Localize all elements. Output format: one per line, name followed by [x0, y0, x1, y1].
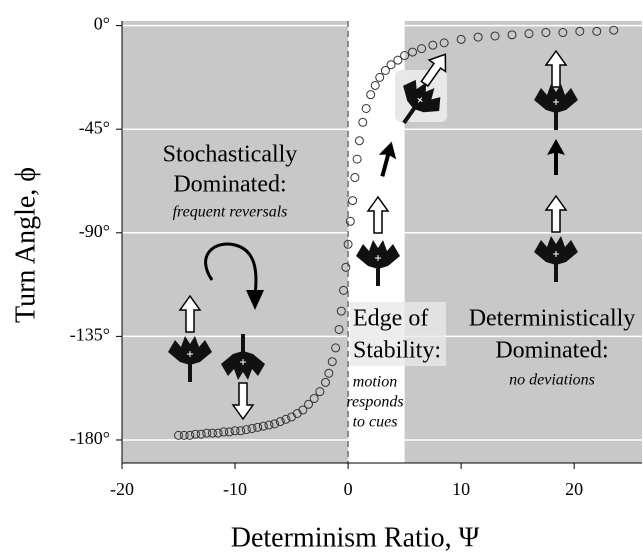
y-tick-label: -45° [79, 117, 110, 137]
y-axis-title: Turn Angle, ϕ [10, 167, 41, 323]
data-point [275, 417, 285, 427]
data-point [575, 26, 585, 36]
data-point [207, 428, 217, 438]
y-tick-label: 0° [94, 14, 110, 34]
data-point [320, 377, 330, 387]
x-axis-title: Determinism Ratio, Ψ [231, 522, 480, 553]
data-point [352, 154, 362, 164]
annotation-note: responds [346, 394, 403, 411]
data-point [354, 136, 364, 146]
points-layer [174, 25, 619, 440]
data-point [456, 34, 466, 44]
data-point [393, 55, 403, 65]
data-point [400, 51, 410, 61]
shaded-region [122, 21, 349, 463]
arrow-head [246, 290, 264, 310]
data-point [336, 306, 346, 316]
data-point [219, 427, 229, 437]
x-tick-label: -20 [110, 479, 134, 499]
data-point [315, 387, 325, 397]
data-point [324, 368, 334, 378]
data-point [490, 31, 500, 41]
data-point [334, 324, 344, 334]
data-point [524, 29, 534, 39]
y-tick-label: -135° [70, 325, 110, 345]
annotation: Stochastically [163, 142, 298, 168]
data-point [439, 38, 449, 48]
data-point [327, 357, 337, 367]
annotation-note: no deviations [509, 372, 595, 389]
data-point [558, 28, 568, 38]
annotation: Edge of [353, 306, 428, 332]
data-point [341, 262, 351, 272]
data-point [236, 426, 246, 436]
x-tick-label: 20 [565, 479, 583, 499]
icons [167, 47, 579, 420]
data-point [185, 430, 195, 440]
annotation: Deterministically [469, 306, 636, 332]
data-point [202, 428, 212, 438]
annotation: Dominated: [173, 172, 286, 198]
data-point [350, 173, 360, 183]
data-point [428, 40, 438, 50]
data-point [179, 430, 189, 440]
annotation-note: to cues [353, 414, 398, 431]
data-point [386, 60, 396, 70]
data-point [224, 427, 234, 437]
data-point [370, 80, 380, 90]
data-point [358, 117, 368, 127]
data-point [331, 343, 341, 353]
data-point [309, 394, 319, 404]
annotation: Dominated: [495, 338, 608, 364]
data-point [190, 429, 200, 439]
y-tick-label: -180° [70, 428, 110, 448]
annotation: Stability: [353, 338, 441, 364]
x-tick-label: 10 [452, 479, 470, 499]
data-point [304, 399, 314, 409]
data-point [339, 285, 349, 295]
data-point [264, 420, 274, 430]
curved-arrow [204, 242, 258, 296]
data-point [375, 72, 385, 82]
label-box [350, 302, 446, 366]
data-point [507, 30, 517, 40]
data-point [345, 216, 355, 226]
data-point [247, 423, 257, 433]
annotations: Stochastically Dominated: frequent rever… [163, 142, 636, 431]
annotation-note: frequent reversals [173, 204, 288, 221]
data-point [241, 425, 251, 435]
data-point [174, 430, 184, 440]
data-point [366, 90, 376, 100]
x-tick-label: -10 [223, 479, 247, 499]
y-tick-label: -90° [79, 221, 110, 241]
data-point [281, 414, 291, 424]
data-point [380, 65, 390, 75]
data-point [348, 196, 358, 206]
data-point [541, 28, 551, 38]
data-point [408, 47, 418, 57]
data-point [230, 426, 240, 436]
data-point [361, 103, 371, 113]
data-point [343, 239, 353, 249]
data-point [609, 25, 619, 35]
data-point [213, 428, 223, 438]
x-tick-label: 0 [344, 479, 353, 499]
data-point [592, 26, 602, 36]
data-point [270, 419, 280, 429]
data-point [473, 32, 483, 42]
data-point [417, 44, 427, 54]
data-point [298, 405, 308, 415]
data-point [258, 421, 268, 431]
data-point [196, 429, 206, 439]
data-point [253, 422, 263, 432]
annotation-note: motion [353, 374, 397, 391]
